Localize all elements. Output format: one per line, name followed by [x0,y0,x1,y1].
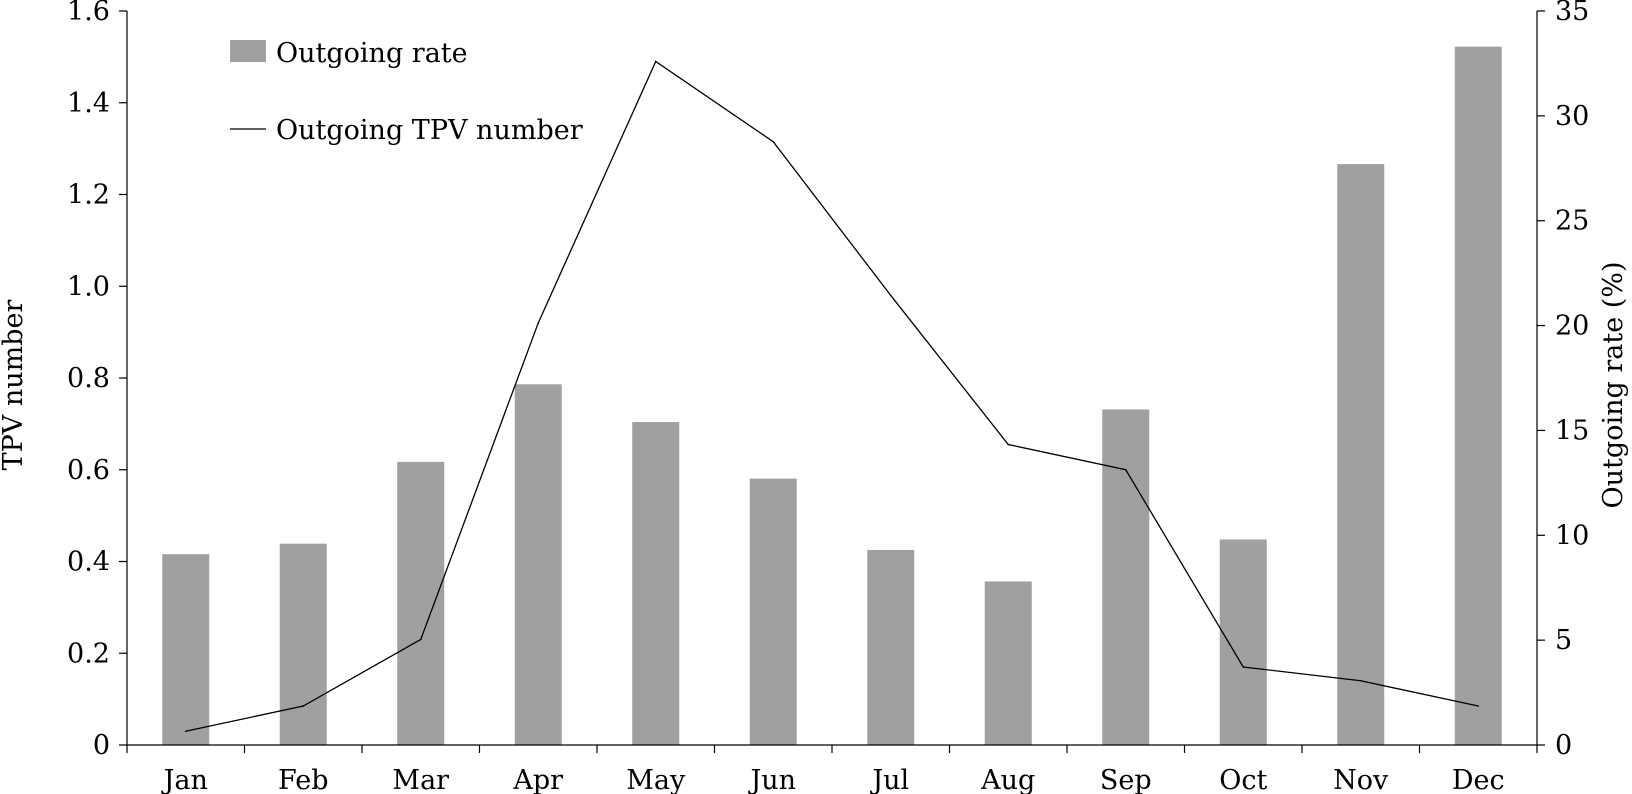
line-point-jan [184,730,187,733]
line-point-may [654,60,657,63]
y2-axis-title: Outgoing rate (%) [1598,262,1629,509]
legend-line-label: Outgoing TPV number [276,115,583,146]
y-tick-label: 0.4 [67,547,110,578]
y-tick-label: 1.2 [67,180,110,211]
y2-tick-label: 35 [1555,0,1589,27]
y-tick-label: 1.4 [67,88,110,119]
x-tick-label: Mar [392,765,449,794]
line-point-jul [889,294,892,297]
line-outgoing-tpv-number [185,60,1479,732]
line-point-apr [537,322,540,324]
x-tick-label: Oct [1219,765,1267,794]
line-layer [184,60,1480,733]
y2-tick-label: 30 [1555,101,1589,132]
bar-feb [279,543,327,745]
bar-jun [749,478,797,745]
x-tick-label: Aug [980,765,1035,794]
x-tick-label: Apr [512,765,563,794]
y2-tick-label: 0 [1555,730,1572,761]
x-tick-label: Feb [278,765,329,794]
bar-aug [984,581,1032,745]
bar-apr [514,384,562,745]
line-point-feb [302,705,305,707]
legend: Outgoing rate Outgoing TPV number [230,38,583,146]
legend-bar-label: Outgoing rate [276,38,468,69]
x-tick-label: Jan [161,765,208,794]
x-tick-label: Jul [869,765,909,794]
y-tick-label: 0.8 [67,363,110,394]
bar-jul [867,549,915,745]
y-tick-label: 1.6 [67,0,110,27]
line-point-aug [1007,443,1010,446]
y2-tick-label: 15 [1555,415,1589,446]
y-tick-label: 0.6 [67,455,110,486]
axes-group: 0 0.2 0.4 0.6 0.8 1.0 1.2 1.4 1.6 0 5 10 15 20 25 30 35 J… [67,0,1589,794]
y-tick-label: 1.0 [67,271,110,302]
bar-oct [1219,539,1267,745]
y2-tick-label: 20 [1555,311,1589,342]
y-tick-label: 0.2 [67,638,110,669]
x-tick-label: Sep [1100,765,1152,794]
y2-tick-label: 25 [1555,206,1589,237]
x-tick-label: Nov [1333,765,1389,794]
bar-mar [397,461,445,745]
line-point-sep [1124,468,1127,471]
bar-may [632,422,680,745]
line-point-dec [1477,705,1480,707]
line-point-mar [419,638,422,641]
bars-group [162,46,1502,745]
x-tick-label: May [626,765,686,794]
y-tick-label: 0 [93,730,110,761]
y-axis-title: TPV number [0,300,29,471]
bar-jan [162,554,210,745]
line-point-nov [1359,679,1362,682]
y2-tick-label: 5 [1555,625,1572,656]
bar-sep [1102,409,1150,745]
x-tick-label: Dec [1452,765,1505,794]
line-point-oct [1242,666,1245,668]
line-point-jun [772,140,775,143]
y2-tick-label: 10 [1555,520,1589,551]
bar-nov [1337,164,1385,745]
legend-bar-swatch [230,40,266,62]
bar-dec [1454,46,1502,745]
x-tick-label: Jun [747,765,796,794]
